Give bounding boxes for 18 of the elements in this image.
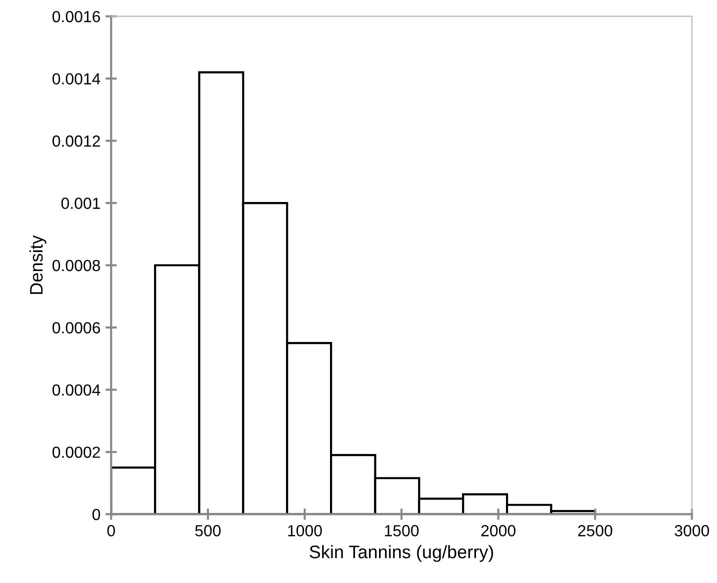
y-tick-label: 0.0012 <box>52 135 100 147</box>
y-tick-label: 0.0002 <box>52 446 100 458</box>
x-tick-label: 0 <box>107 525 115 536</box>
x-tick-label: 2000 <box>481 525 516 536</box>
y-tick-label: 0.0008 <box>52 260 100 272</box>
x-tick-label: 500 <box>195 525 221 536</box>
x-axis-title: Skin Tannins (ug/berry) <box>310 545 494 562</box>
x-tick-label: 3000 <box>674 525 710 536</box>
x-tick-label: 1000 <box>288 525 322 536</box>
x-tick-label: 2500 <box>578 525 612 536</box>
x-tick-label: 1500 <box>384 525 419 536</box>
y-axis-title: Density <box>29 235 46 294</box>
y-tick-label: 0.001 <box>61 198 100 209</box>
y-tick-label: 0.0006 <box>52 322 100 334</box>
y-tick-label: 0.0016 <box>52 10 100 22</box>
y-tick-label: 0 <box>92 508 100 520</box>
y-tick-label: 0.0014 <box>52 73 100 85</box>
y-tick-label: 0.0004 <box>52 384 100 396</box>
